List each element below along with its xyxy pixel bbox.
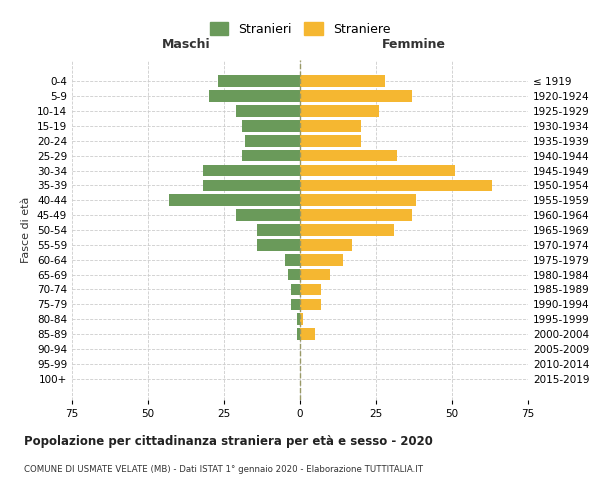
Bar [297,314,300,325]
Y-axis label: Fasce di età: Fasce di età [22,197,31,263]
Text: Popolazione per cittadinanza straniera per età e sesso - 2020: Popolazione per cittadinanza straniera p… [24,435,433,448]
Bar [203,164,300,176]
Bar [291,284,300,296]
Text: Maschi: Maschi [161,38,211,52]
Bar [236,105,300,117]
Bar [285,254,300,266]
Bar [300,150,397,162]
Bar [300,314,303,325]
Bar [218,76,300,87]
Bar [300,105,379,117]
Bar [242,150,300,162]
Bar [209,90,300,102]
Bar [300,224,394,236]
Bar [203,180,300,191]
Legend: Stranieri, Straniere: Stranieri, Straniere [209,22,391,36]
Text: Femmine: Femmine [382,38,446,52]
Bar [300,76,385,87]
Bar [300,180,491,191]
Bar [300,194,416,206]
Bar [291,298,300,310]
Bar [300,269,331,280]
Bar [257,239,300,250]
Bar [300,90,412,102]
Bar [300,284,321,296]
Bar [288,269,300,280]
Bar [236,210,300,221]
Bar [300,298,321,310]
Bar [300,164,455,176]
Bar [300,239,352,250]
Bar [169,194,300,206]
Bar [300,135,361,146]
Bar [300,120,361,132]
Bar [245,135,300,146]
Bar [242,120,300,132]
Bar [257,224,300,236]
Bar [300,210,412,221]
Bar [300,328,315,340]
Text: COMUNE DI USMATE VELATE (MB) - Dati ISTAT 1° gennaio 2020 - Elaborazione TUTTITA: COMUNE DI USMATE VELATE (MB) - Dati ISTA… [24,465,423,474]
Bar [297,328,300,340]
Bar [300,254,343,266]
